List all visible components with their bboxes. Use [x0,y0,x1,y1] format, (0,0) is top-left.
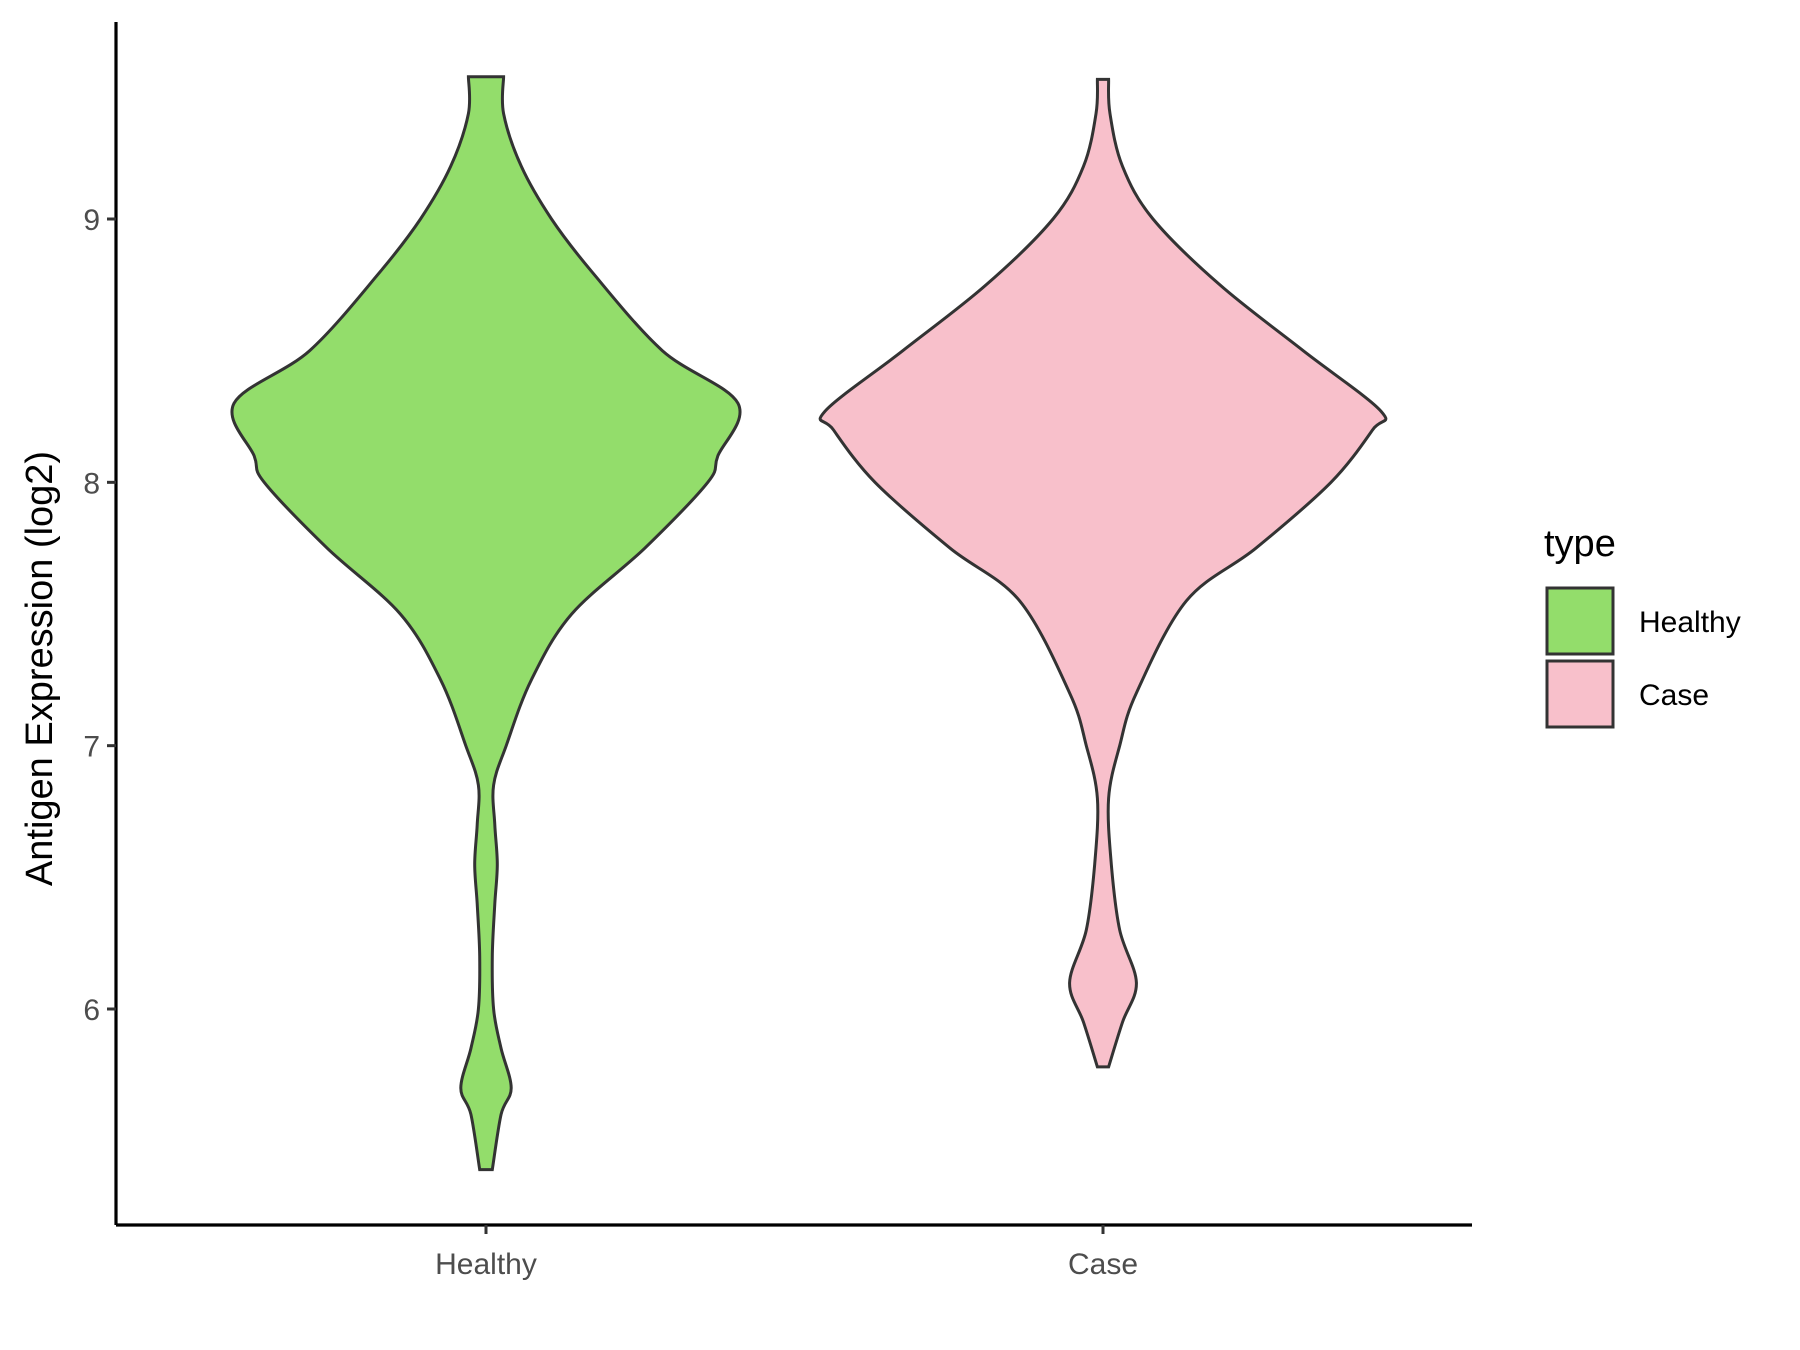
legend: type Healthy Case [1544,523,1741,729]
y-tick-label: 7 [83,731,100,764]
violin-healthy [230,75,742,1172]
legend-title: type [1544,523,1616,565]
y-axis-title: Antigen Expression (log2) [19,451,61,886]
axes-layer [114,22,1472,1227]
y-tick-label: 8 [83,467,100,500]
legend-label-case: Case [1639,679,1709,712]
x-ticks: Healthy Case [435,1225,1138,1281]
x-tick-label-case: Case [1068,1248,1138,1281]
violin-case [818,77,1388,1069]
legend-key-healthy [1545,586,1615,656]
legend-key-case [1545,659,1615,729]
violins-layer [230,75,1388,1172]
legend-label-healthy: Healthy [1639,606,1741,639]
x-tick-label-healthy: Healthy [435,1248,537,1281]
y-tick-label: 6 [83,994,100,1027]
y-ticks: 6 7 8 9 [83,204,116,1027]
y-tick-label: 9 [83,204,100,237]
